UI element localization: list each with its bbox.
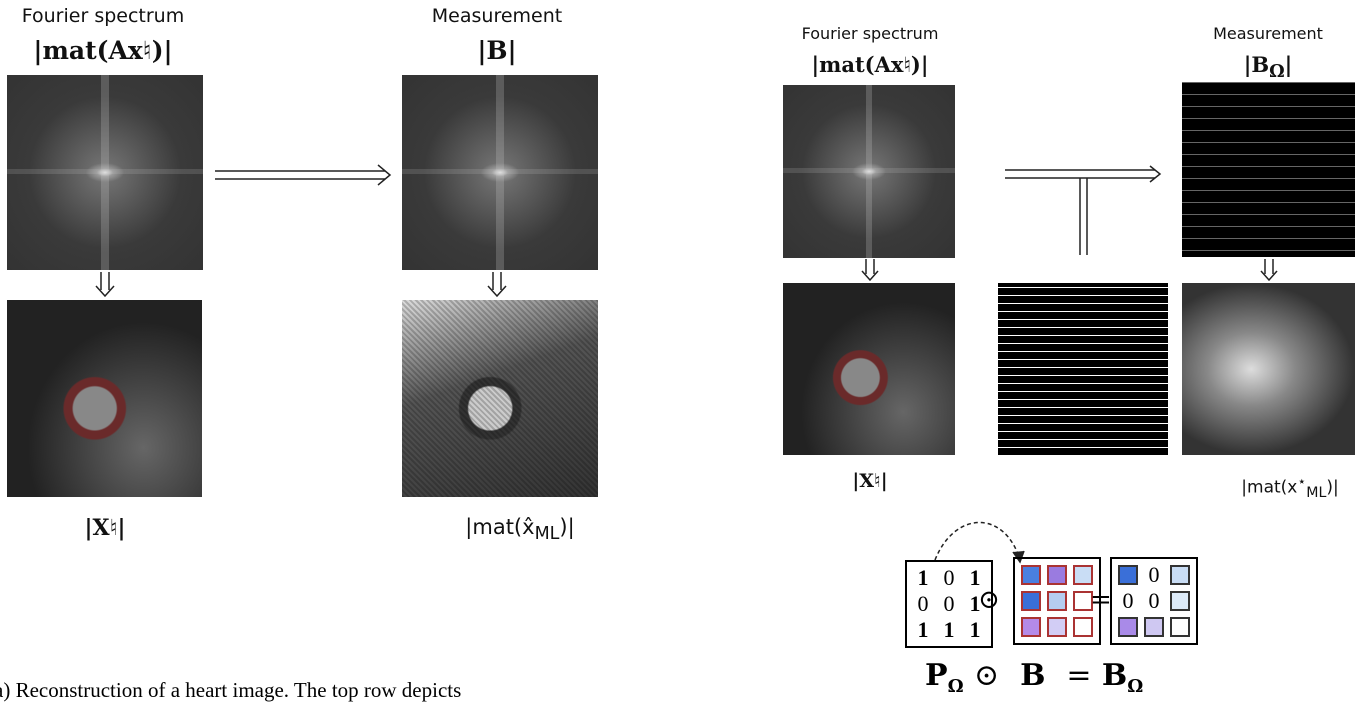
formula: |B|: [477, 36, 516, 65]
label-part: )|: [1326, 478, 1338, 498]
label-sub: ML: [535, 524, 560, 544]
mask-image: [998, 283, 1168, 455]
heading: Measurement: [432, 5, 562, 27]
heading: Measurement: [1213, 24, 1323, 43]
formula-part: |B: [1244, 52, 1269, 77]
formula-sub: Ω: [1269, 62, 1285, 82]
measurement-image: [1182, 82, 1355, 257]
figure: Fourier spectrum |mat(Ax♮)| Measurement …: [0, 0, 1363, 707]
heading: Fourier spectrum: [22, 5, 184, 27]
heart-image: [7, 300, 202, 497]
label: |mat(x̂ML)|: [465, 515, 574, 544]
matrix-entry: 0: [1143, 564, 1165, 586]
matrix-entry: 0: [938, 593, 960, 615]
b-matrix: [1013, 557, 1101, 645]
formula-part: |: [1285, 52, 1293, 77]
formula: |mat(Ax♮)|: [33, 36, 172, 65]
label-sup: ⋆: [1297, 474, 1306, 490]
spectrum-image: [7, 75, 203, 270]
matrix-entry: 1: [912, 619, 934, 641]
spectrum-image: [783, 85, 955, 258]
heading: Fourier spectrum: [802, 24, 939, 43]
operator: =: [1090, 585, 1112, 615]
eq-part: =: [1066, 658, 1091, 693]
reconstruction-image: [402, 300, 598, 497]
caption: a) Reconstruction of a heart image. The …: [0, 678, 461, 703]
matrix-entry: 0: [912, 593, 934, 615]
eq-sub: Ω: [948, 676, 964, 697]
equation: PΩ ⊙ B = BΩ: [925, 658, 1143, 697]
heart-image: [783, 283, 955, 455]
measurement-image: [402, 75, 598, 270]
label: |X♮|: [85, 515, 126, 541]
formula: |BΩ|: [1244, 52, 1293, 82]
matrix-entry: 1: [938, 619, 960, 641]
eq-part: B: [1020, 658, 1045, 693]
label-sub: ML: [1306, 485, 1326, 501]
operator: ⊙: [978, 585, 1000, 615]
matrix-entry: 1: [964, 619, 986, 641]
label-part: |mat(x̂: [465, 515, 534, 539]
matrix-entry: 0: [938, 567, 960, 589]
label: |mat(x⋆ML)|: [1241, 474, 1338, 501]
label-part: )|: [559, 515, 574, 539]
matrix-entry: 1: [912, 567, 934, 589]
label: |X♮|: [852, 470, 887, 492]
eq-part: P: [925, 658, 948, 693]
matrix-entry: 0: [1117, 590, 1139, 612]
reconstruction-image: [1182, 283, 1355, 455]
eq-part: B: [1102, 658, 1127, 693]
label-part: |mat(x: [1241, 478, 1297, 498]
eq-part: ⊙: [974, 658, 999, 693]
eq-sub: Ω: [1127, 676, 1143, 697]
matrix-entry: 0: [1143, 590, 1165, 612]
formula: |mat(Ax♮)|: [812, 52, 929, 77]
